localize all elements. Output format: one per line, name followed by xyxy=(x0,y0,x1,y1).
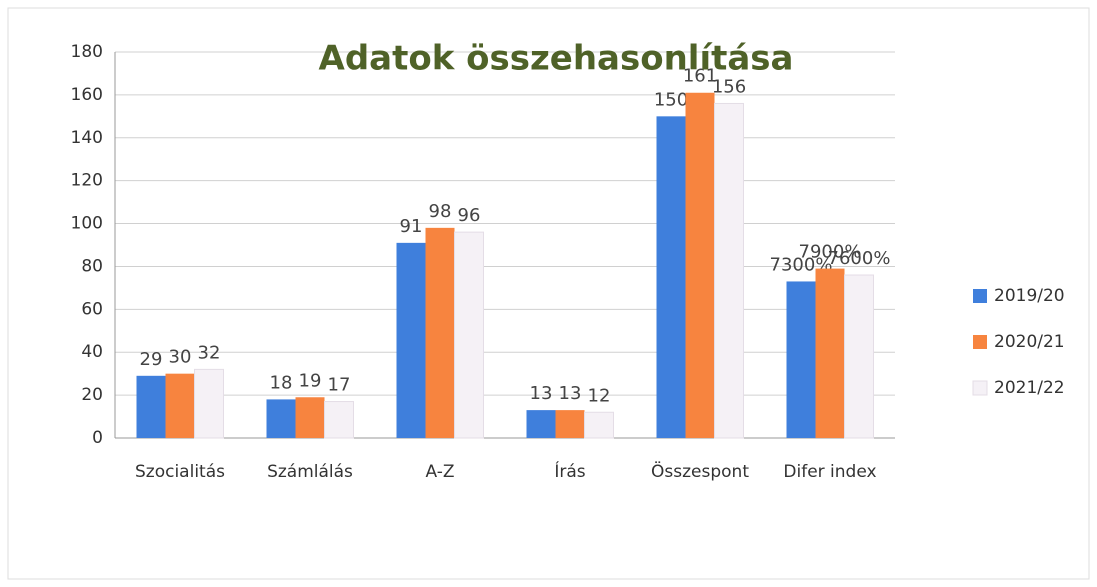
bar xyxy=(165,373,195,438)
x-tick-label: Összespont xyxy=(651,460,749,482)
data-label: 17 xyxy=(328,375,351,396)
bar xyxy=(454,231,484,439)
data-label: 7900% xyxy=(799,242,862,263)
bar xyxy=(844,274,874,439)
y-tick-label: 80 xyxy=(81,256,103,276)
x-tick-label: Számlálás xyxy=(267,462,353,482)
bar xyxy=(324,401,354,439)
bar xyxy=(656,116,686,438)
data-label: 150 xyxy=(654,89,688,110)
legend-swatch xyxy=(972,380,988,396)
bar xyxy=(266,399,296,438)
bar xyxy=(295,397,325,438)
data-label: 12 xyxy=(588,385,611,406)
chart-frame xyxy=(7,7,1090,580)
bar xyxy=(555,410,585,438)
data-label: 19 xyxy=(299,370,322,391)
data-label: 156 xyxy=(712,76,746,97)
data-label: 13 xyxy=(530,383,553,404)
data-label: 29 xyxy=(140,349,163,370)
bar xyxy=(396,242,426,438)
bar xyxy=(194,368,224,439)
x-tick-label: Szocialitás xyxy=(135,462,225,482)
y-tick-label: 120 xyxy=(71,171,103,191)
y-tick-label: 180 xyxy=(71,42,103,62)
data-label: 96 xyxy=(458,205,481,226)
legend-swatch xyxy=(973,335,987,349)
data-label: 30 xyxy=(169,347,192,368)
data-label: 18 xyxy=(270,372,293,393)
y-tick-label: 60 xyxy=(81,299,103,319)
legend-label: 2020/21 xyxy=(994,332,1065,352)
y-tick-label: 40 xyxy=(81,342,103,362)
x-tick-label: A-Z xyxy=(425,462,454,482)
bar xyxy=(786,281,816,438)
bar xyxy=(136,375,166,438)
bar xyxy=(526,410,556,438)
y-tick-label: 100 xyxy=(71,214,103,234)
legend-label: 2019/20 xyxy=(994,286,1065,306)
data-label: 32 xyxy=(198,342,221,363)
legend-label: 2021/22 xyxy=(994,378,1065,398)
bar xyxy=(815,268,845,438)
bar xyxy=(714,102,744,439)
bar xyxy=(584,411,614,439)
data-label: 7600% xyxy=(828,248,891,269)
x-tick-label: Difer index xyxy=(783,462,876,482)
data-label: 91 xyxy=(400,216,423,237)
y-tick-label: 20 xyxy=(81,385,103,405)
y-tick-label: 140 xyxy=(71,128,103,148)
bar xyxy=(685,92,715,438)
data-label: 161 xyxy=(683,66,717,87)
bar xyxy=(425,227,455,438)
data-label: 98 xyxy=(429,201,452,222)
y-tick-label: 0 xyxy=(92,428,103,448)
chart-title: Adatok összehasonlítása xyxy=(319,39,794,79)
legend-swatch xyxy=(973,289,987,303)
data-label: 13 xyxy=(559,383,582,404)
y-tick-label: 160 xyxy=(71,85,103,105)
x-tick-label: Írás xyxy=(554,460,585,482)
